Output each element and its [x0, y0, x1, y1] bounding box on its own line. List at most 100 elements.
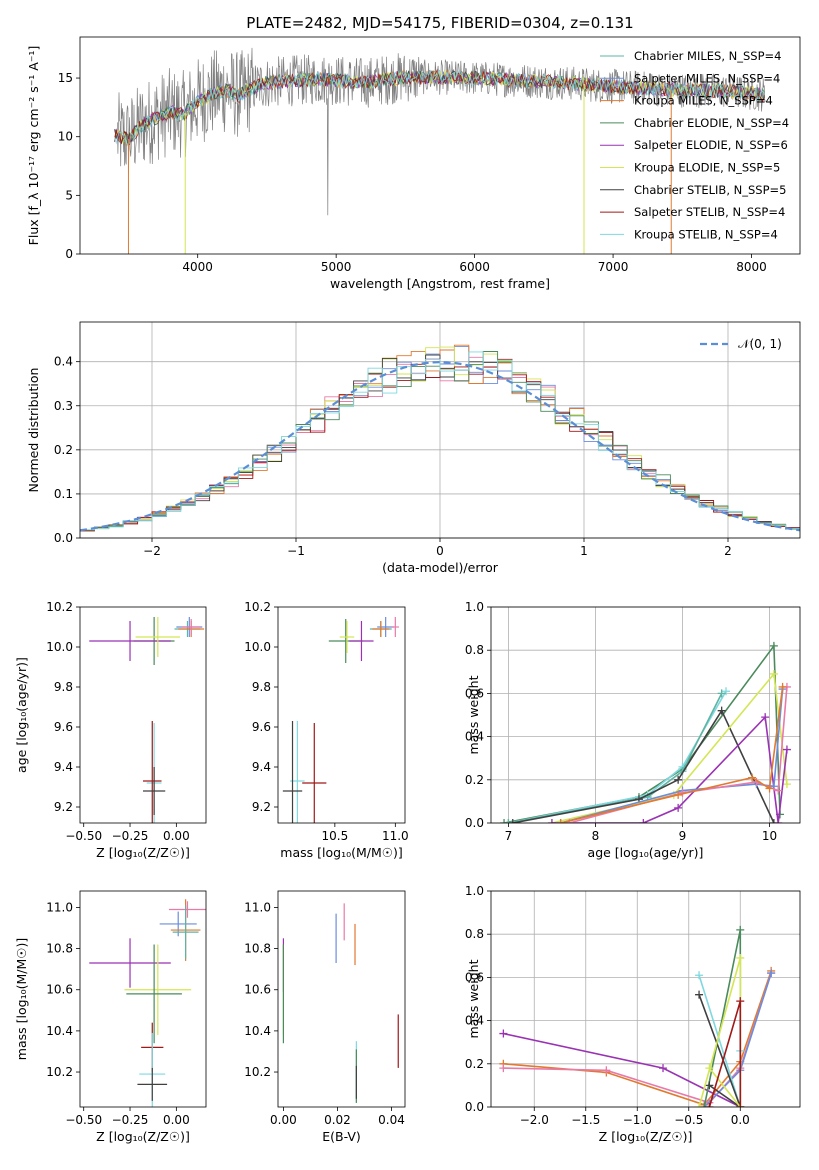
y-tick-label: 15	[58, 71, 73, 85]
y-tick-label: 0	[65, 247, 73, 261]
data-point	[372, 621, 390, 637]
x-tick-label: −0.5	[674, 1113, 703, 1127]
x-tick-label: 7000	[598, 260, 629, 274]
axes-frame	[79, 321, 801, 539]
chart-mass_weight_vs_z: −2.0 −1.5 −1.0 −0.5 0.0 0.0 0.2 0.4 0.6 0.8 1.0 Z […	[465, 884, 801, 1144]
data-marker	[774, 819, 783, 823]
data-point	[377, 617, 395, 637]
data-point	[349, 621, 374, 661]
chart-mass_vs_z: −0.50 −0.25 0.00 10.2 10.4 10.6 10.8 11.0 Z [log…	[14, 890, 207, 1144]
y-tick-label: 11.0	[244, 900, 271, 914]
chart-residuals: −2 −1 0 1 2 0.0 0.1 0.2 0.3 0.4 (data-model)/error…	[26, 321, 801, 575]
legend-entry: Kroupa STELIB, N_SSP=4	[634, 227, 778, 241]
x-tick-label: −0.50	[65, 1113, 102, 1127]
y-tick-label: 10.8	[244, 942, 271, 956]
series-line-kroupa_elodie	[551, 672, 788, 823]
data-point	[168, 901, 206, 918]
legend-entry: Chabrier ELODIE, N_SSP=4	[634, 116, 789, 130]
y-axis-label: mass weight	[466, 675, 481, 754]
axes-frame	[79, 606, 207, 824]
gaussian-curve	[80, 360, 800, 532]
x-tick-label: 9	[679, 829, 687, 843]
y-tick-label: 10.2	[46, 600, 73, 614]
x-tick-label: 4000	[182, 260, 213, 274]
axes-frame	[79, 36, 801, 255]
x-tick-label: −1.5	[571, 1113, 600, 1127]
x-tick-label: −1	[287, 544, 305, 558]
y-tick-label: 1.0	[465, 884, 484, 898]
y-tick-label: 0.4	[54, 355, 73, 369]
x-tick-label: 8000	[736, 260, 767, 274]
x-axis-label: (data-model)/error	[382, 560, 499, 575]
y-tick-label: 0.0	[465, 1100, 484, 1114]
x-axis-label: E(B-V)	[322, 1129, 361, 1144]
data-marker	[705, 1081, 714, 1090]
data-marker	[778, 682, 787, 691]
data-marker	[736, 997, 745, 1006]
x-tick-label: −2	[143, 544, 161, 558]
chart-mass_vs_ebv: 0.00 0.02 0.04 10.2 10.4 10.6 10.8 11.0 E(B-V)	[244, 890, 406, 1144]
data-marker	[695, 990, 704, 999]
axes-frame	[277, 890, 406, 1108]
y-axis-label: mass weight	[466, 959, 481, 1038]
legend-entry: Kroupa MILES, N_SSP=4	[634, 94, 773, 108]
x-axis-label: mass [log₁₀(M/M☉)]	[280, 845, 402, 860]
y-tick-label: 10.4	[244, 1024, 271, 1038]
legend-entry: Chabrier MILES, N_SSP=4	[634, 49, 781, 63]
data-point	[137, 1067, 168, 1101]
y-tick-label: 10	[58, 130, 73, 144]
y-tick-label: 10.0	[244, 640, 271, 654]
x-tick-label: 10	[762, 829, 777, 843]
data-marker	[547, 819, 556, 823]
data-marker	[717, 689, 726, 698]
legend: Chabrier MILES, N_SSP=4 Salpeter MILES, N…	[600, 49, 789, 241]
y-tick-label: 9.6	[54, 720, 73, 734]
data-marker	[782, 780, 791, 789]
y-tick-label: 5	[65, 188, 73, 202]
x-tick-label: 0.02	[324, 1113, 351, 1127]
x-tick-label: 0.0	[731, 1113, 750, 1127]
y-tick-label: 11.0	[46, 900, 73, 914]
data-point	[126, 944, 182, 1044]
plot-area	[499, 925, 776, 1107]
data-marker	[769, 819, 778, 823]
y-tick-label: 10.4	[46, 1024, 73, 1038]
legend-entry: Salpeter ELODIE, N_SSP=6	[634, 138, 788, 152]
y-tick-label: 0.6	[465, 970, 484, 984]
data-marker	[722, 687, 731, 696]
y-tick-label: 0.2	[465, 773, 484, 787]
data-marker	[659, 1064, 668, 1073]
x-tick-label: −2.0	[520, 1113, 549, 1127]
y-tick-label: 9.2	[54, 800, 73, 814]
data-point	[89, 621, 171, 661]
data-point	[181, 619, 201, 635]
x-tick-label: 6000	[459, 260, 490, 274]
data-marker	[782, 745, 791, 754]
plot-area	[80, 344, 800, 532]
y-axis-label: Flux [f_λ 10⁻¹⁷ erg cm⁻² s⁻¹ A⁻¹]	[26, 46, 41, 246]
x-tick-label: 5000	[321, 260, 352, 274]
series-line-chabrier_stelib	[512, 709, 775, 823]
histogram-kroupa_stelib	[80, 351, 800, 531]
y-tick-label: 9.2	[252, 800, 271, 814]
chart-age_vs_mass: 10.5 11.0 9.2 9.4 9.6 9.8 10.0 10.2 mass [log₁₀(…	[244, 600, 408, 860]
series-line-kroupa_miles	[560, 686, 784, 823]
y-tick-label: 10.2	[244, 600, 271, 614]
data-marker	[499, 1064, 508, 1073]
axes-frame	[490, 890, 801, 1108]
plot-area	[282, 903, 399, 1103]
series-line-salpeter_elodie	[551, 715, 788, 823]
y-tick-label: 10.0	[46, 640, 73, 654]
data-point	[89, 938, 171, 988]
x-tick-label: 1	[580, 544, 588, 558]
data-marker	[700, 1103, 709, 1107]
y-tick-label: 9.6	[252, 720, 271, 734]
x-tick-label: 0.00	[163, 1113, 190, 1127]
x-axis-label: wavelength [Angstrom, rest frame]	[330, 276, 550, 291]
data-point	[339, 621, 355, 653]
data-marker	[695, 971, 704, 980]
y-tick-label: 0.8	[465, 927, 484, 941]
x-tick-label: 7	[505, 829, 513, 843]
data-marker	[765, 784, 774, 793]
